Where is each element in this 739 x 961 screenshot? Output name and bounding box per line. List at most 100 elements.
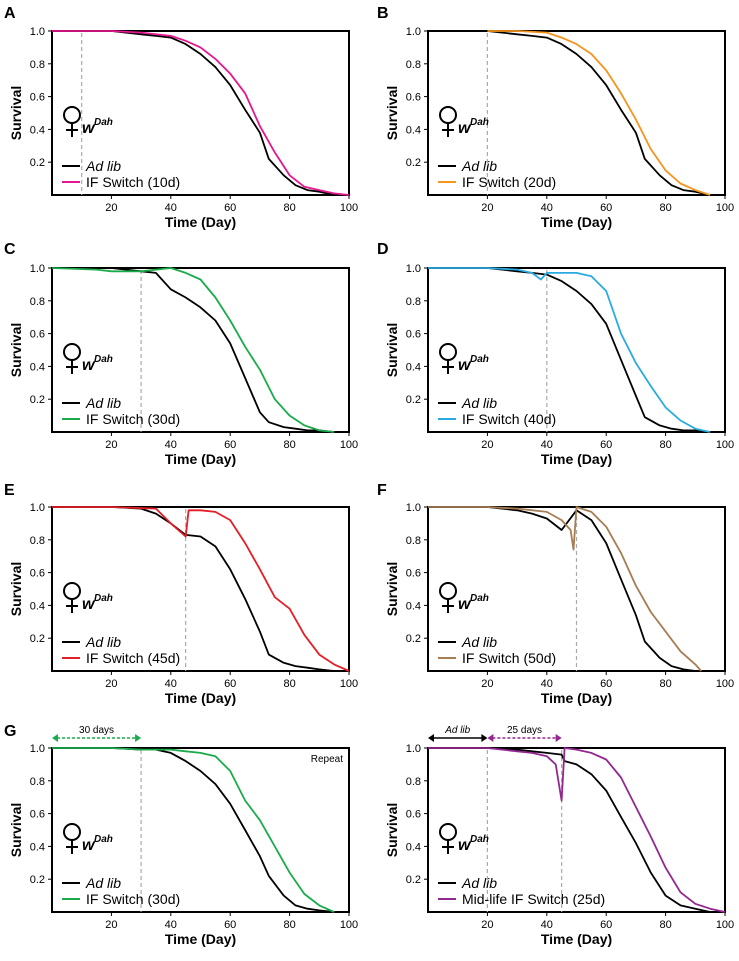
y-axis-title: Survival <box>8 803 24 857</box>
legend-label-if-switch: IF Switch (30d) <box>86 411 180 427</box>
x-tick-label: 80 <box>659 919 671 931</box>
genotype-superscript: Dah <box>94 117 113 128</box>
genotype-superscript: Dah <box>94 834 113 845</box>
x-tick-label: 100 <box>716 919 734 931</box>
x-tick-label: 20 <box>481 202 493 214</box>
bracket-arrow-left-icon <box>487 734 494 742</box>
legend-label-if-switch: IF Switch (10d) <box>86 174 180 190</box>
y-axis-title: Survival <box>8 562 24 616</box>
y-tick-label: 0.8 <box>30 535 45 547</box>
female-symbol-icon <box>63 823 81 841</box>
legend-label-ad-lib: Ad lib <box>85 875 121 891</box>
x-tick-label: 60 <box>224 439 236 451</box>
legend-label-if-switch: IF Switch (50d) <box>462 650 556 666</box>
x-axis-title: Time (Day) <box>541 214 612 230</box>
x-tick-label: 20 <box>105 678 117 690</box>
x-tick-label: 80 <box>659 439 671 451</box>
female-symbol-icon <box>439 343 457 361</box>
x-tick-label: 20 <box>105 202 117 214</box>
x-tick-label: 40 <box>541 202 553 214</box>
y-tick-label: 0.4 <box>406 600 421 612</box>
panel-g: G 20 40 60 80 100 0.2 0.4 0.6 0.8 1.0 Time (Day) Sur… <box>4 723 358 947</box>
female-symbol-icon <box>439 582 457 600</box>
genotype-superscript: Dah <box>470 354 489 365</box>
x-axis-title: Time (Day) <box>541 931 612 947</box>
x-tick-label: 80 <box>283 678 295 690</box>
x-tick-label: 60 <box>224 919 236 931</box>
y-tick-label: 0.6 <box>406 809 421 821</box>
y-tick-label: 1.0 <box>406 502 421 514</box>
genotype-superscript: Dah <box>94 354 113 365</box>
y-tick-label: 0.4 <box>30 600 45 612</box>
panel-e: E 20 40 60 80 100 0.2 0.4 0.6 0.8 1.0 Time (Day) Sur… <box>4 482 358 706</box>
y-tick-label: 0.2 <box>30 157 45 169</box>
legend-label-ad-lib: Ad lib <box>85 634 121 650</box>
y-tick-label: 0.8 <box>406 776 421 788</box>
x-tick-label: 100 <box>340 202 358 214</box>
y-tick-label: 1.0 <box>30 263 45 275</box>
y-tick-label: 0.4 <box>30 841 45 853</box>
genotype-label: w <box>82 120 96 137</box>
series-line-ad-lib <box>52 267 335 433</box>
x-tick-label: 80 <box>659 678 671 690</box>
genotype-label: w <box>82 357 96 374</box>
legend-label-ad-lib: Ad lib <box>461 395 497 411</box>
x-tick-label: 60 <box>224 678 236 690</box>
y-tick-label: 0.2 <box>406 157 421 169</box>
x-axis-title: Time (Day) <box>165 931 236 947</box>
panel-label: F <box>377 482 387 499</box>
genotype-label: w <box>458 357 472 374</box>
legend-label-if-switch: IF Switch (20d) <box>462 174 556 190</box>
x-tick-label: 20 <box>481 439 493 451</box>
y-tick-label: 1.0 <box>30 26 45 38</box>
y-tick-label: 0.6 <box>406 568 421 580</box>
y-axis-title: Survival <box>384 86 400 140</box>
y-tick-label: 0.8 <box>406 59 421 71</box>
y-tick-label: 0.2 <box>30 394 45 406</box>
y-tick-label: 0.2 <box>30 874 45 886</box>
y-tick-label: 0.8 <box>30 296 45 308</box>
y-tick-label: 0.6 <box>30 329 45 341</box>
series-line-if-switch <box>52 506 350 672</box>
y-tick-label: 0.4 <box>406 124 421 136</box>
panel-d: D 20 40 60 80 100 0.2 0.4 0.6 0.8 1.0 Time (Day) Sur… <box>377 241 734 467</box>
y-tick-label: 0.8 <box>406 296 421 308</box>
y-tick-label: 1.0 <box>30 502 45 514</box>
bracket-arrow-left-icon <box>52 734 58 742</box>
series-line-ad-lib <box>428 30 711 196</box>
panel-label: D <box>377 241 389 258</box>
series-line-ad-lib <box>52 506 335 672</box>
bracket-arrow-right-icon <box>555 734 562 742</box>
x-axis-title: Time (Day) <box>165 451 236 467</box>
series-line-if-switch <box>487 30 711 196</box>
x-tick-label: 60 <box>600 678 612 690</box>
genotype-superscript: Dah <box>470 834 489 845</box>
x-tick-label: 80 <box>283 439 295 451</box>
bracket-label: 30 days <box>79 725 114 736</box>
x-tick-label: 40 <box>165 919 177 931</box>
x-tick-label: 60 <box>600 202 612 214</box>
axes-frame <box>51 30 350 196</box>
x-axis-title: Time (Day) <box>165 690 236 706</box>
x-tick-label: 40 <box>541 919 553 931</box>
female-symbol-icon <box>439 106 457 124</box>
y-tick-label: 0.2 <box>406 394 421 406</box>
legend-label-if-switch: IF Switch (40d) <box>462 411 556 427</box>
legend-label-ad-lib: Ad lib <box>85 158 121 174</box>
y-tick-label: 0.8 <box>30 59 45 71</box>
axes-frame <box>427 747 726 913</box>
female-symbol-icon <box>439 823 457 841</box>
y-tick-label: 0.2 <box>30 633 45 645</box>
panel-label: E <box>4 482 15 499</box>
bracket-arrow-right-icon <box>481 734 488 742</box>
panel-label: A <box>4 5 16 22</box>
genotype-label: w <box>458 596 472 613</box>
legend-label-if-switch: Mid-life IF Switch (25d) <box>462 891 605 907</box>
legend-label-ad-lib: Ad lib <box>461 158 497 174</box>
y-tick-label: 0.6 <box>406 329 421 341</box>
y-tick-label: 0.6 <box>30 809 45 821</box>
series-line-ad-lib <box>428 506 696 672</box>
x-tick-label: 100 <box>340 439 358 451</box>
bracket-arrow-right-icon <box>135 734 142 742</box>
y-axis-title: Survival <box>384 323 400 377</box>
